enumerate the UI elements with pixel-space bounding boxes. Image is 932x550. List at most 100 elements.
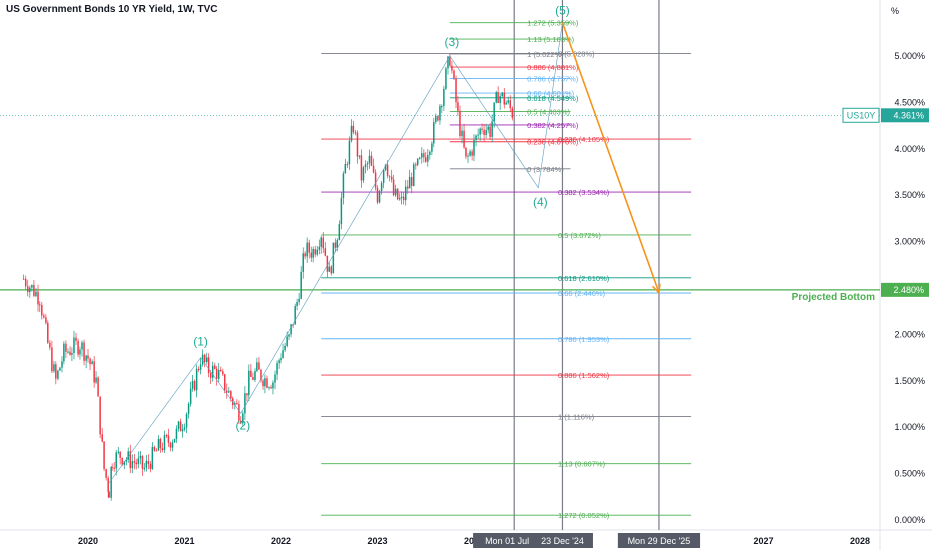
candle-body	[131, 461, 134, 469]
candle-body	[511, 108, 514, 118]
fib-level-label: 0.5 (4.403%)	[527, 107, 570, 116]
candle-body	[330, 266, 333, 274]
candle-body	[328, 266, 330, 272]
date-marker-label: 23 Dec '24	[541, 536, 584, 546]
current-price-badge	[881, 108, 929, 123]
candle-body	[123, 461, 126, 465]
candle-body	[372, 165, 375, 173]
candle-body	[306, 242, 308, 257]
candle-body	[69, 351, 71, 355]
candle-body	[469, 151, 471, 156]
candle-body	[380, 183, 383, 191]
candle-body	[223, 374, 226, 391]
candle-body	[108, 491, 110, 498]
candle-body	[364, 164, 367, 168]
fib-level-label: 1.13 (5.183%)	[527, 35, 575, 44]
candle-body	[286, 336, 288, 346]
candle-body	[423, 153, 425, 158]
candle-body	[254, 371, 256, 380]
candle-body	[85, 355, 87, 361]
candle-body	[113, 467, 115, 469]
candle-body	[230, 391, 232, 399]
candle-body	[501, 92, 503, 97]
candle-body	[22, 278, 25, 280]
candle-body	[354, 132, 357, 134]
candle-body	[175, 428, 178, 439]
candle-body	[125, 459, 128, 462]
candle-body	[483, 129, 485, 135]
candle-body	[187, 403, 190, 414]
candle-body	[33, 284, 35, 296]
candle-body	[129, 451, 132, 469]
candle-body	[89, 358, 91, 365]
candle-body	[491, 121, 493, 137]
candle-body	[435, 116, 437, 123]
candle-body	[119, 451, 121, 458]
candle-body	[248, 370, 250, 396]
wave-label: (4)	[533, 195, 548, 209]
candle-body	[57, 370, 59, 379]
candle-body	[197, 368, 200, 370]
candle-body	[242, 413, 244, 424]
candle-body	[477, 134, 479, 136]
candle-body	[392, 179, 395, 196]
candle-body	[463, 130, 465, 148]
y-tick-label: 4.000%	[894, 144, 925, 154]
candle-body	[316, 249, 319, 255]
candle-body	[169, 442, 172, 448]
candle-body	[394, 188, 397, 196]
candle-body	[413, 164, 415, 186]
fib-level-label: 0.618 (2.610%)	[558, 274, 610, 283]
candle-body	[348, 140, 351, 165]
candle-body	[441, 106, 443, 108]
candle-body	[151, 446, 154, 469]
candle-body	[222, 371, 224, 375]
candle-body	[471, 151, 473, 156]
candle-body	[308, 242, 310, 253]
candle-body	[220, 369, 222, 372]
candle-body	[284, 345, 286, 351]
candle-body	[352, 125, 355, 133]
candle-body	[193, 380, 196, 391]
candle-body	[396, 188, 399, 200]
y-tick-label: 5.000%	[894, 51, 925, 61]
x-tick-label: 2020	[78, 536, 98, 546]
fib-level-label: 0.66 (4.601%)	[527, 89, 575, 98]
candle-body	[370, 155, 373, 166]
candle-body	[268, 387, 270, 389]
candle-body	[344, 163, 347, 174]
candle-body	[300, 271, 302, 299]
candle-body	[455, 78, 457, 103]
candle-body	[453, 70, 455, 79]
fib-level-label: 1.272 (5.359%)	[527, 19, 579, 28]
x-tick-label: 2023	[367, 536, 387, 546]
candle-body	[262, 380, 264, 387]
candle-body	[207, 357, 210, 374]
candle-body	[467, 155, 469, 157]
y-tick-label: 0.500%	[894, 469, 925, 479]
candle-body	[163, 435, 166, 451]
candle-body	[258, 362, 260, 370]
candle-body	[292, 324, 294, 326]
candle-body	[278, 360, 280, 364]
candle-body	[252, 377, 254, 380]
candle-body	[415, 164, 417, 166]
candle-body	[485, 129, 487, 135]
candle-body	[63, 343, 65, 362]
fib-level-label: 1.13 (0.607%)	[558, 460, 606, 469]
candle-body	[215, 368, 218, 379]
candle-body	[133, 461, 136, 463]
candle-body	[157, 438, 160, 451]
candle-body	[195, 368, 198, 391]
candle-body	[167, 435, 170, 443]
candle-body	[298, 298, 300, 302]
candle-body	[433, 122, 435, 144]
candle-body	[67, 351, 69, 353]
candle-body	[37, 291, 39, 305]
candle-body	[73, 337, 75, 354]
candle-body	[425, 157, 427, 162]
scale-mode-button[interactable]: %	[890, 6, 899, 16]
candle-body	[246, 393, 248, 396]
wave-label: (5)	[555, 4, 570, 18]
